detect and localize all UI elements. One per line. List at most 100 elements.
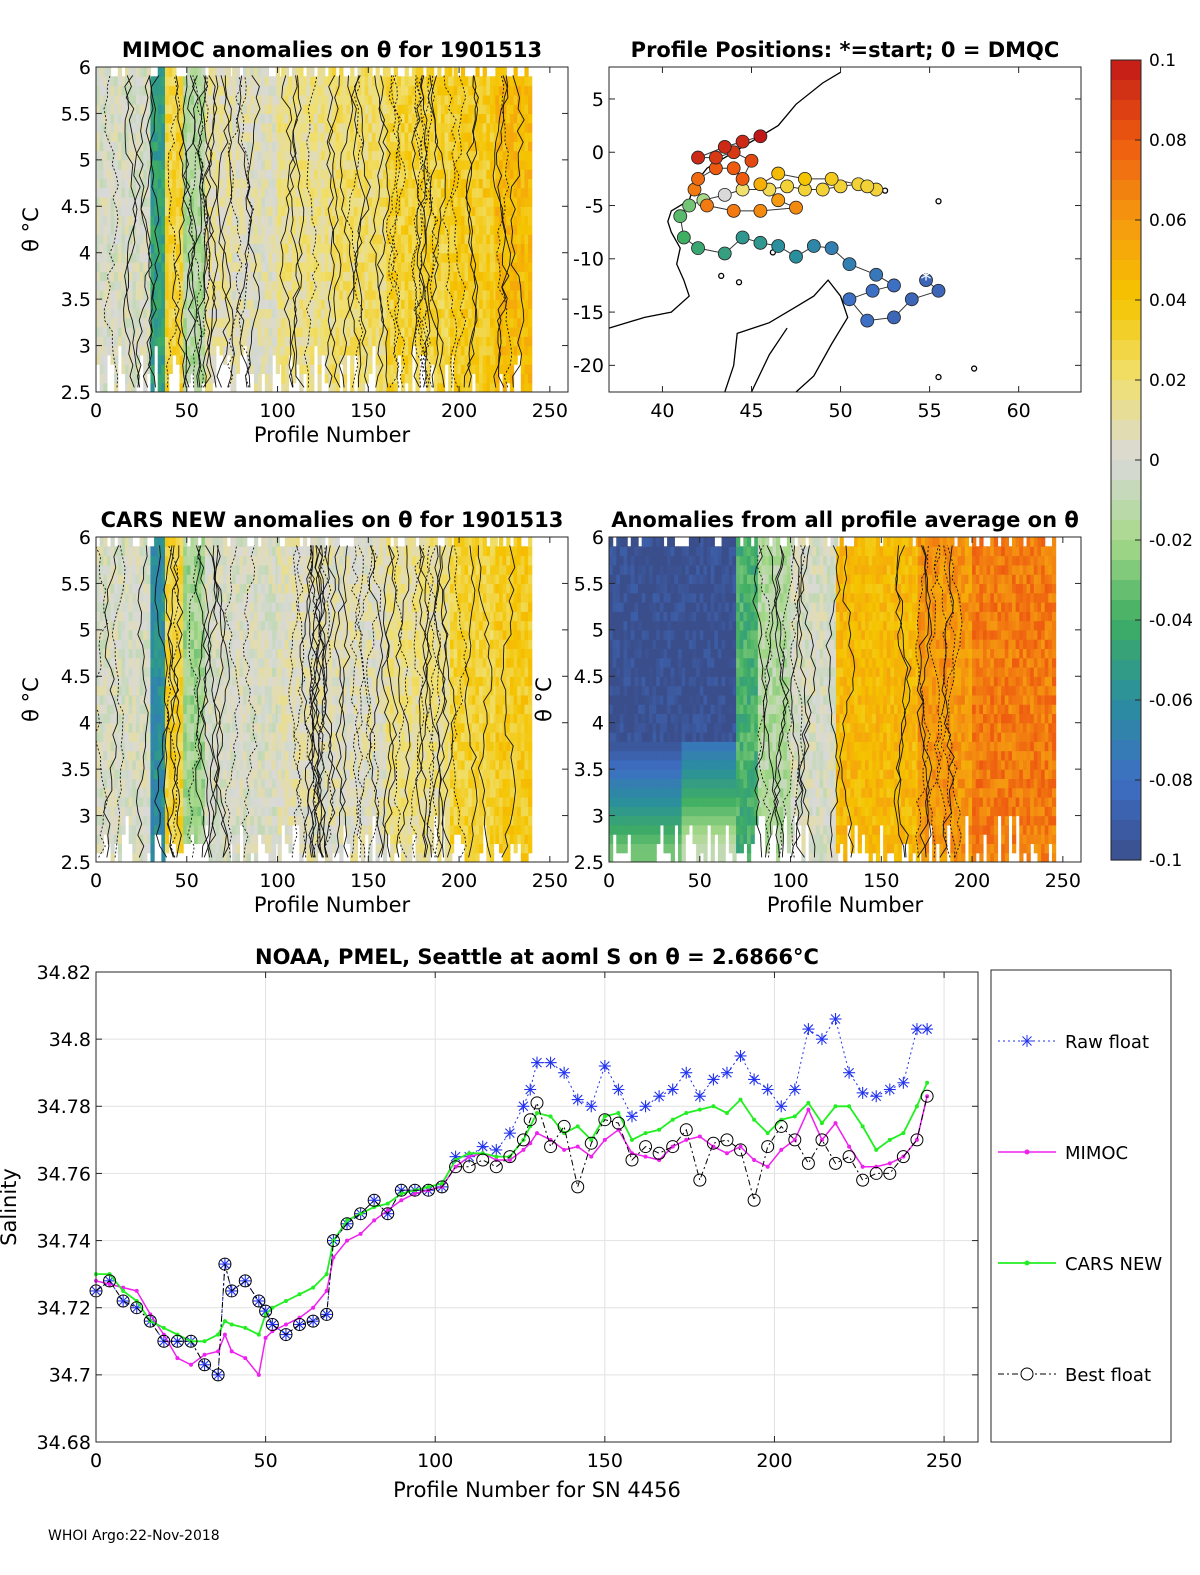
heatmap-cell bbox=[440, 104, 446, 115]
heatmap-cell bbox=[219, 197, 224, 207]
heatmap-cell bbox=[135, 215, 141, 226]
heatmap-cell bbox=[306, 280, 311, 291]
heatmap-cell bbox=[96, 787, 101, 798]
heatmap-cell bbox=[223, 299, 228, 310]
heatmap-cell bbox=[332, 327, 337, 337]
heatmap-cell bbox=[350, 76, 355, 87]
heatmap-cell bbox=[154, 280, 159, 291]
heatmap-cell bbox=[328, 187, 333, 198]
heatmap-cell bbox=[495, 141, 500, 152]
heatmap-cell bbox=[143, 85, 148, 96]
heatmap-cell bbox=[457, 317, 462, 328]
heatmap-cell bbox=[121, 611, 126, 622]
heatmap-cell bbox=[364, 243, 369, 254]
heatmap-cell bbox=[197, 197, 202, 207]
heatmap-cell bbox=[437, 280, 442, 291]
heatmap-cell bbox=[357, 271, 362, 282]
heatmap-cell bbox=[117, 797, 123, 807]
heatmap-cell bbox=[179, 252, 184, 263]
heatmap-cell bbox=[161, 704, 166, 715]
heatmap-cell bbox=[125, 104, 130, 115]
heatmap-cell bbox=[253, 345, 259, 356]
heatmap-cell bbox=[103, 224, 108, 235]
heatmap-cell bbox=[404, 206, 409, 217]
y-tick-label: 6 bbox=[79, 57, 91, 79]
heatmap-cell bbox=[157, 741, 162, 752]
heatmap-cell bbox=[161, 122, 166, 133]
heatmap-cell bbox=[128, 806, 133, 817]
heatmap-cell bbox=[332, 215, 337, 226]
heatmap-cell bbox=[299, 150, 304, 161]
heatmap-cell bbox=[495, 382, 500, 392]
heatmap-cell bbox=[468, 85, 473, 96]
heatmap-cell bbox=[172, 76, 177, 87]
heatmap-cell bbox=[172, 85, 177, 96]
heatmap-cell bbox=[243, 104, 248, 115]
heatmap-cell bbox=[226, 197, 231, 207]
heatmap-cell bbox=[243, 197, 248, 207]
heatmap-cell bbox=[154, 76, 159, 87]
heatmap-cell bbox=[232, 243, 237, 254]
heatmap-cell bbox=[250, 178, 255, 189]
heatmap-cell bbox=[150, 262, 155, 272]
heatmap-cell bbox=[272, 141, 277, 152]
heatmap-cell bbox=[419, 132, 424, 142]
heatmap-cell bbox=[422, 85, 427, 96]
heatmap-cell bbox=[430, 132, 435, 142]
heatmap-cell bbox=[353, 327, 359, 337]
heatmap-cell bbox=[460, 122, 466, 133]
heatmap-cell bbox=[317, 308, 322, 319]
heatmap-cell bbox=[368, 113, 373, 124]
heatmap-cell bbox=[486, 141, 491, 152]
heatmap-cell bbox=[281, 327, 286, 337]
heatmap-cell bbox=[179, 843, 184, 854]
heatmap-cell bbox=[310, 382, 315, 392]
heatmap-cell bbox=[132, 215, 137, 226]
heatmap-cell bbox=[219, 271, 224, 282]
heatmap-cell bbox=[194, 215, 199, 226]
heatmap-cell bbox=[371, 243, 377, 254]
heatmap-cell bbox=[261, 132, 266, 142]
heatmap-cell bbox=[264, 354, 270, 365]
heatmap-cell bbox=[223, 234, 228, 245]
heatmap-cell bbox=[157, 537, 162, 547]
heatmap-cell bbox=[190, 113, 195, 124]
heatmap-cell bbox=[117, 271, 123, 282]
heatmap-cell bbox=[450, 169, 455, 180]
heatmap-cell bbox=[324, 113, 329, 124]
heatmap-cell bbox=[408, 206, 413, 217]
heatmap-cell bbox=[482, 243, 487, 254]
heatmap-cell bbox=[257, 280, 262, 291]
y-tick-label: 4 bbox=[79, 243, 91, 265]
heatmap-cell bbox=[223, 224, 228, 235]
heatmap-cell bbox=[226, 206, 231, 217]
heatmap-cell bbox=[103, 104, 108, 115]
heatmap-cell bbox=[117, 187, 123, 198]
heatmap-cell bbox=[277, 336, 282, 347]
heatmap-cell bbox=[422, 150, 427, 161]
heatmap-cell bbox=[433, 327, 438, 337]
heatmap-cell bbox=[397, 243, 402, 254]
heatmap-cell bbox=[444, 289, 449, 300]
heatmap-cell bbox=[489, 85, 495, 96]
heatmap-cell bbox=[110, 252, 115, 263]
heatmap-cell bbox=[332, 206, 337, 217]
heatmap-cell bbox=[135, 104, 141, 115]
heatmap-cell bbox=[143, 215, 148, 226]
heatmap-cell bbox=[226, 178, 231, 189]
heatmap-cell bbox=[96, 574, 101, 585]
heatmap-cell bbox=[143, 611, 148, 622]
heatmap-cell bbox=[172, 546, 177, 557]
heatmap-cell bbox=[457, 345, 462, 356]
heatmap-cell bbox=[335, 271, 340, 282]
heatmap-cell bbox=[464, 150, 469, 161]
heatmap-cell bbox=[197, 215, 202, 226]
heatmap-cell bbox=[161, 271, 166, 282]
heatmap-cell bbox=[150, 94, 155, 105]
heatmap-cell bbox=[468, 280, 473, 291]
heatmap-cell bbox=[499, 364, 504, 375]
heatmap-cell bbox=[139, 629, 144, 640]
heatmap-cell bbox=[143, 187, 148, 198]
heatmap-cell bbox=[235, 150, 241, 161]
heatmap-cell bbox=[161, 187, 166, 198]
